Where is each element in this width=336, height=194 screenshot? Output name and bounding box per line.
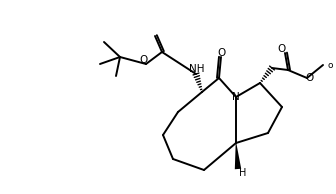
Text: O: O	[278, 44, 286, 54]
Text: O: O	[305, 73, 313, 83]
Text: H: H	[239, 168, 247, 178]
Polygon shape	[235, 143, 241, 169]
Text: NH: NH	[189, 64, 205, 74]
Text: O: O	[140, 55, 148, 65]
Text: O: O	[217, 48, 225, 58]
Text: o: o	[327, 61, 333, 69]
Text: N: N	[232, 92, 240, 102]
